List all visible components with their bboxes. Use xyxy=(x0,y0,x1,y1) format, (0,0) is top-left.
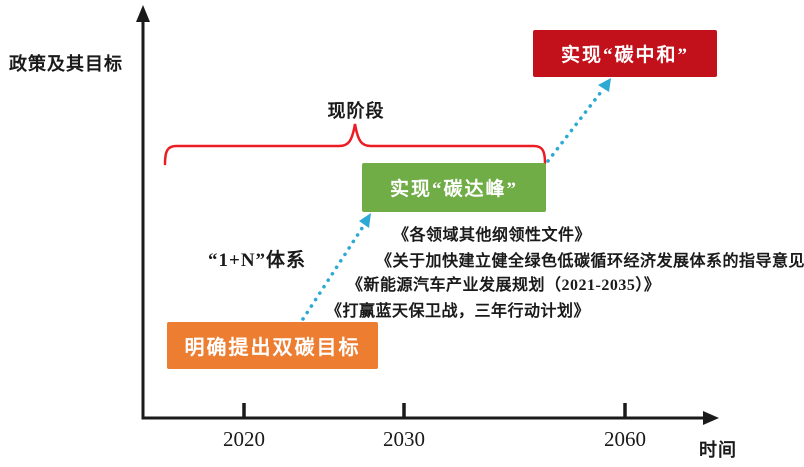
doc-green-lowcarbon-economy: 《关于加快建立健全绿色低碳循环经济发展体系的指导意见》 xyxy=(376,253,804,270)
arrow-dual-to-peak-head-icon xyxy=(359,213,371,228)
milestone-dual-goal: 明确提出双碳目标 xyxy=(167,322,378,369)
y-axis-arrowhead-icon xyxy=(136,5,150,22)
x-tick-label-2020: 2020 xyxy=(223,427,265,451)
y-axis-label: 政策及其目标 xyxy=(9,54,123,74)
x-tick-label-2030: 2030 xyxy=(383,427,425,451)
milestone-carbon-peak: 实现“碳达峰” xyxy=(362,163,546,212)
arrow-peak-to-neutrality-head-icon xyxy=(598,78,611,92)
milestone-carbon-neutrality: 实现“碳中和” xyxy=(533,30,717,77)
x-axis-label: 时间 xyxy=(699,440,737,460)
doc-nev-industry-plan: 《新能源汽车产业发展规划（2021-2035）》 xyxy=(347,277,661,294)
doc-blue-sky-defense: 《打赢蓝天保卫战，三年行动计划》 xyxy=(326,303,591,320)
doc-guideline-files: 《各领域其他纲领性文件》 xyxy=(393,227,592,244)
current-stage-brace xyxy=(163,123,547,166)
x-axis-arrowhead-icon xyxy=(703,411,719,425)
one-plus-n-system-label: “1+N”体系 xyxy=(208,250,307,271)
current-stage-label: 现阶段 xyxy=(327,101,385,121)
arrow-peak-to-neutrality xyxy=(546,86,606,163)
x-tick-label-2060: 2060 xyxy=(604,427,646,451)
